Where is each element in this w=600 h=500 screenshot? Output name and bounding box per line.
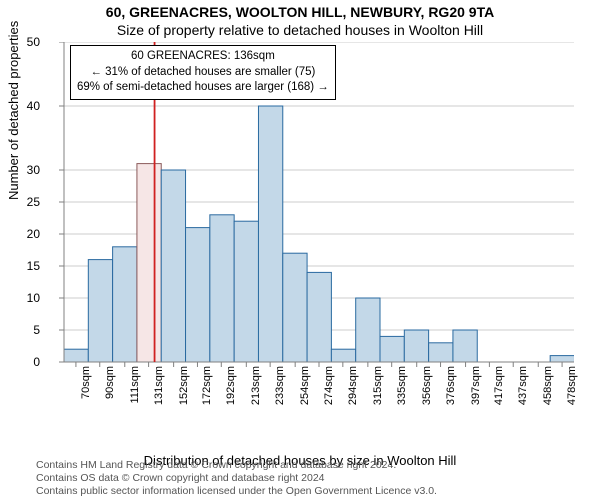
x-tick-label: 397sqm [470,366,482,405]
annotation-line3: 69% of semi-detached houses are larger (… [77,80,329,96]
x-tick-label: 213sqm [250,366,262,405]
y-tick-label: 0 [33,355,40,369]
x-tick-label: 152sqm [178,366,190,405]
x-tick-label: 478sqm [566,366,578,405]
y-tick-label: 30 [27,163,40,177]
y-tick-label: 25 [27,195,40,209]
x-tick-label: 335sqm [396,366,408,405]
footnote-line2: Contains OS data © Crown copyright and d… [36,472,325,484]
y-axis-label: Number of detached properties [6,21,21,200]
x-tick-label: 294sqm [347,366,359,405]
y-tick-label: 15 [27,259,40,273]
x-tick-label: 417sqm [493,366,505,405]
annotation-line2: ← 31% of detached houses are smaller (75… [77,65,329,81]
footnote-line1: Contains HM Land Registry data © Crown c… [36,459,396,471]
x-tick-label: 315sqm [372,366,384,405]
x-tick-label: 437sqm [517,366,529,405]
x-tick-label: 192sqm [225,366,237,405]
annotation-line1: 60 GREENACRES: 136sqm [77,49,329,65]
y-tick-label: 40 [27,99,40,113]
x-tick-label: 458sqm [542,366,554,405]
x-tick-label: 131sqm [153,366,165,405]
x-tick-label: 254sqm [299,366,311,405]
annotation-box: 60 GREENACRES: 136sqm ← 31% of detached … [70,45,336,100]
y-tick-label: 50 [27,35,40,49]
footnote-line3: Contains public sector information licen… [36,485,437,497]
x-tick-label: 111sqm [129,366,141,404]
x-tick-label: 233sqm [274,366,286,405]
y-tick-label: 10 [27,291,40,305]
chart-title-line2: Size of property relative to detached ho… [0,22,600,38]
y-tick-label: 5 [33,323,40,337]
footnote: Contains HM Land Registry data © Crown c… [36,459,437,498]
x-tick-label: 172sqm [201,366,213,405]
x-tick-label: 274sqm [323,366,335,405]
x-tick-label: 70sqm [80,366,92,399]
x-tick-label: 356sqm [421,366,433,405]
x-tick-label: 90sqm [104,366,116,399]
x-tick-label: 376sqm [445,366,457,405]
chart-title-line1: 60, GREENACRES, WOOLTON HILL, NEWBURY, R… [0,4,600,20]
y-tick-label: 20 [27,227,40,241]
